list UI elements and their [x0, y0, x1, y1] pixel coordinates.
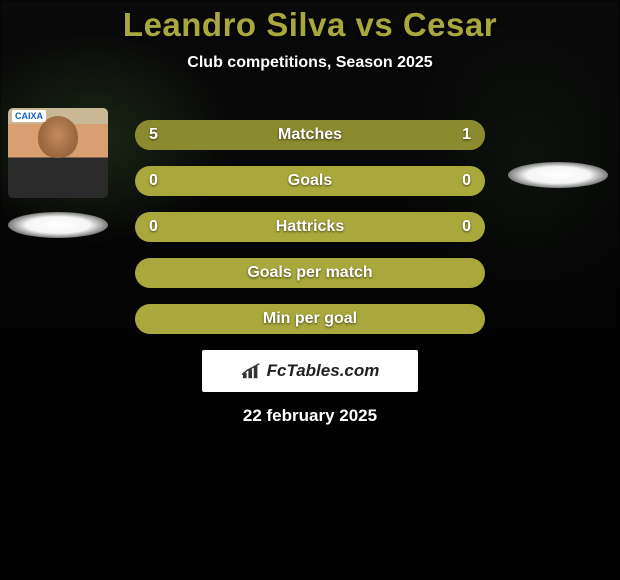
- page-title: Leandro Silva vs Cesar: [0, 6, 620, 44]
- date-text: 22 february 2025: [0, 406, 620, 426]
- stat-label: Hattricks: [135, 218, 485, 236]
- player-left-photo: [8, 108, 108, 198]
- stat-row: 0Hattricks0: [135, 212, 485, 242]
- logo-text: FcTables.com: [267, 361, 380, 381]
- stats-table: 5Matches10Goals00Hattricks0Goals per mat…: [135, 120, 485, 334]
- stat-value-right: 1: [462, 126, 471, 144]
- stat-label: Min per goal: [135, 310, 485, 328]
- subtitle: Club competitions, Season 2025: [0, 54, 620, 72]
- logo-badge: FcTables.com: [202, 350, 418, 392]
- player-left-shadow: [8, 212, 108, 238]
- infographic: Leandro Silva vs Cesar Club competitions…: [0, 0, 620, 426]
- player-left: [8, 108, 108, 238]
- stat-row: 0Goals0: [135, 166, 485, 196]
- stat-row: Goals per match: [135, 258, 485, 288]
- stat-label: Goals per match: [135, 264, 485, 282]
- stat-value-right: 0: [462, 172, 471, 190]
- player-right: [508, 108, 608, 188]
- stat-label: Matches: [135, 126, 485, 144]
- stat-row: 5Matches1: [135, 120, 485, 150]
- stat-value-right: 0: [462, 218, 471, 236]
- stat-label: Goals: [135, 172, 485, 190]
- stat-row: Min per goal: [135, 304, 485, 334]
- bar-chart-icon: [241, 362, 263, 380]
- player-right-shadow: [508, 162, 608, 188]
